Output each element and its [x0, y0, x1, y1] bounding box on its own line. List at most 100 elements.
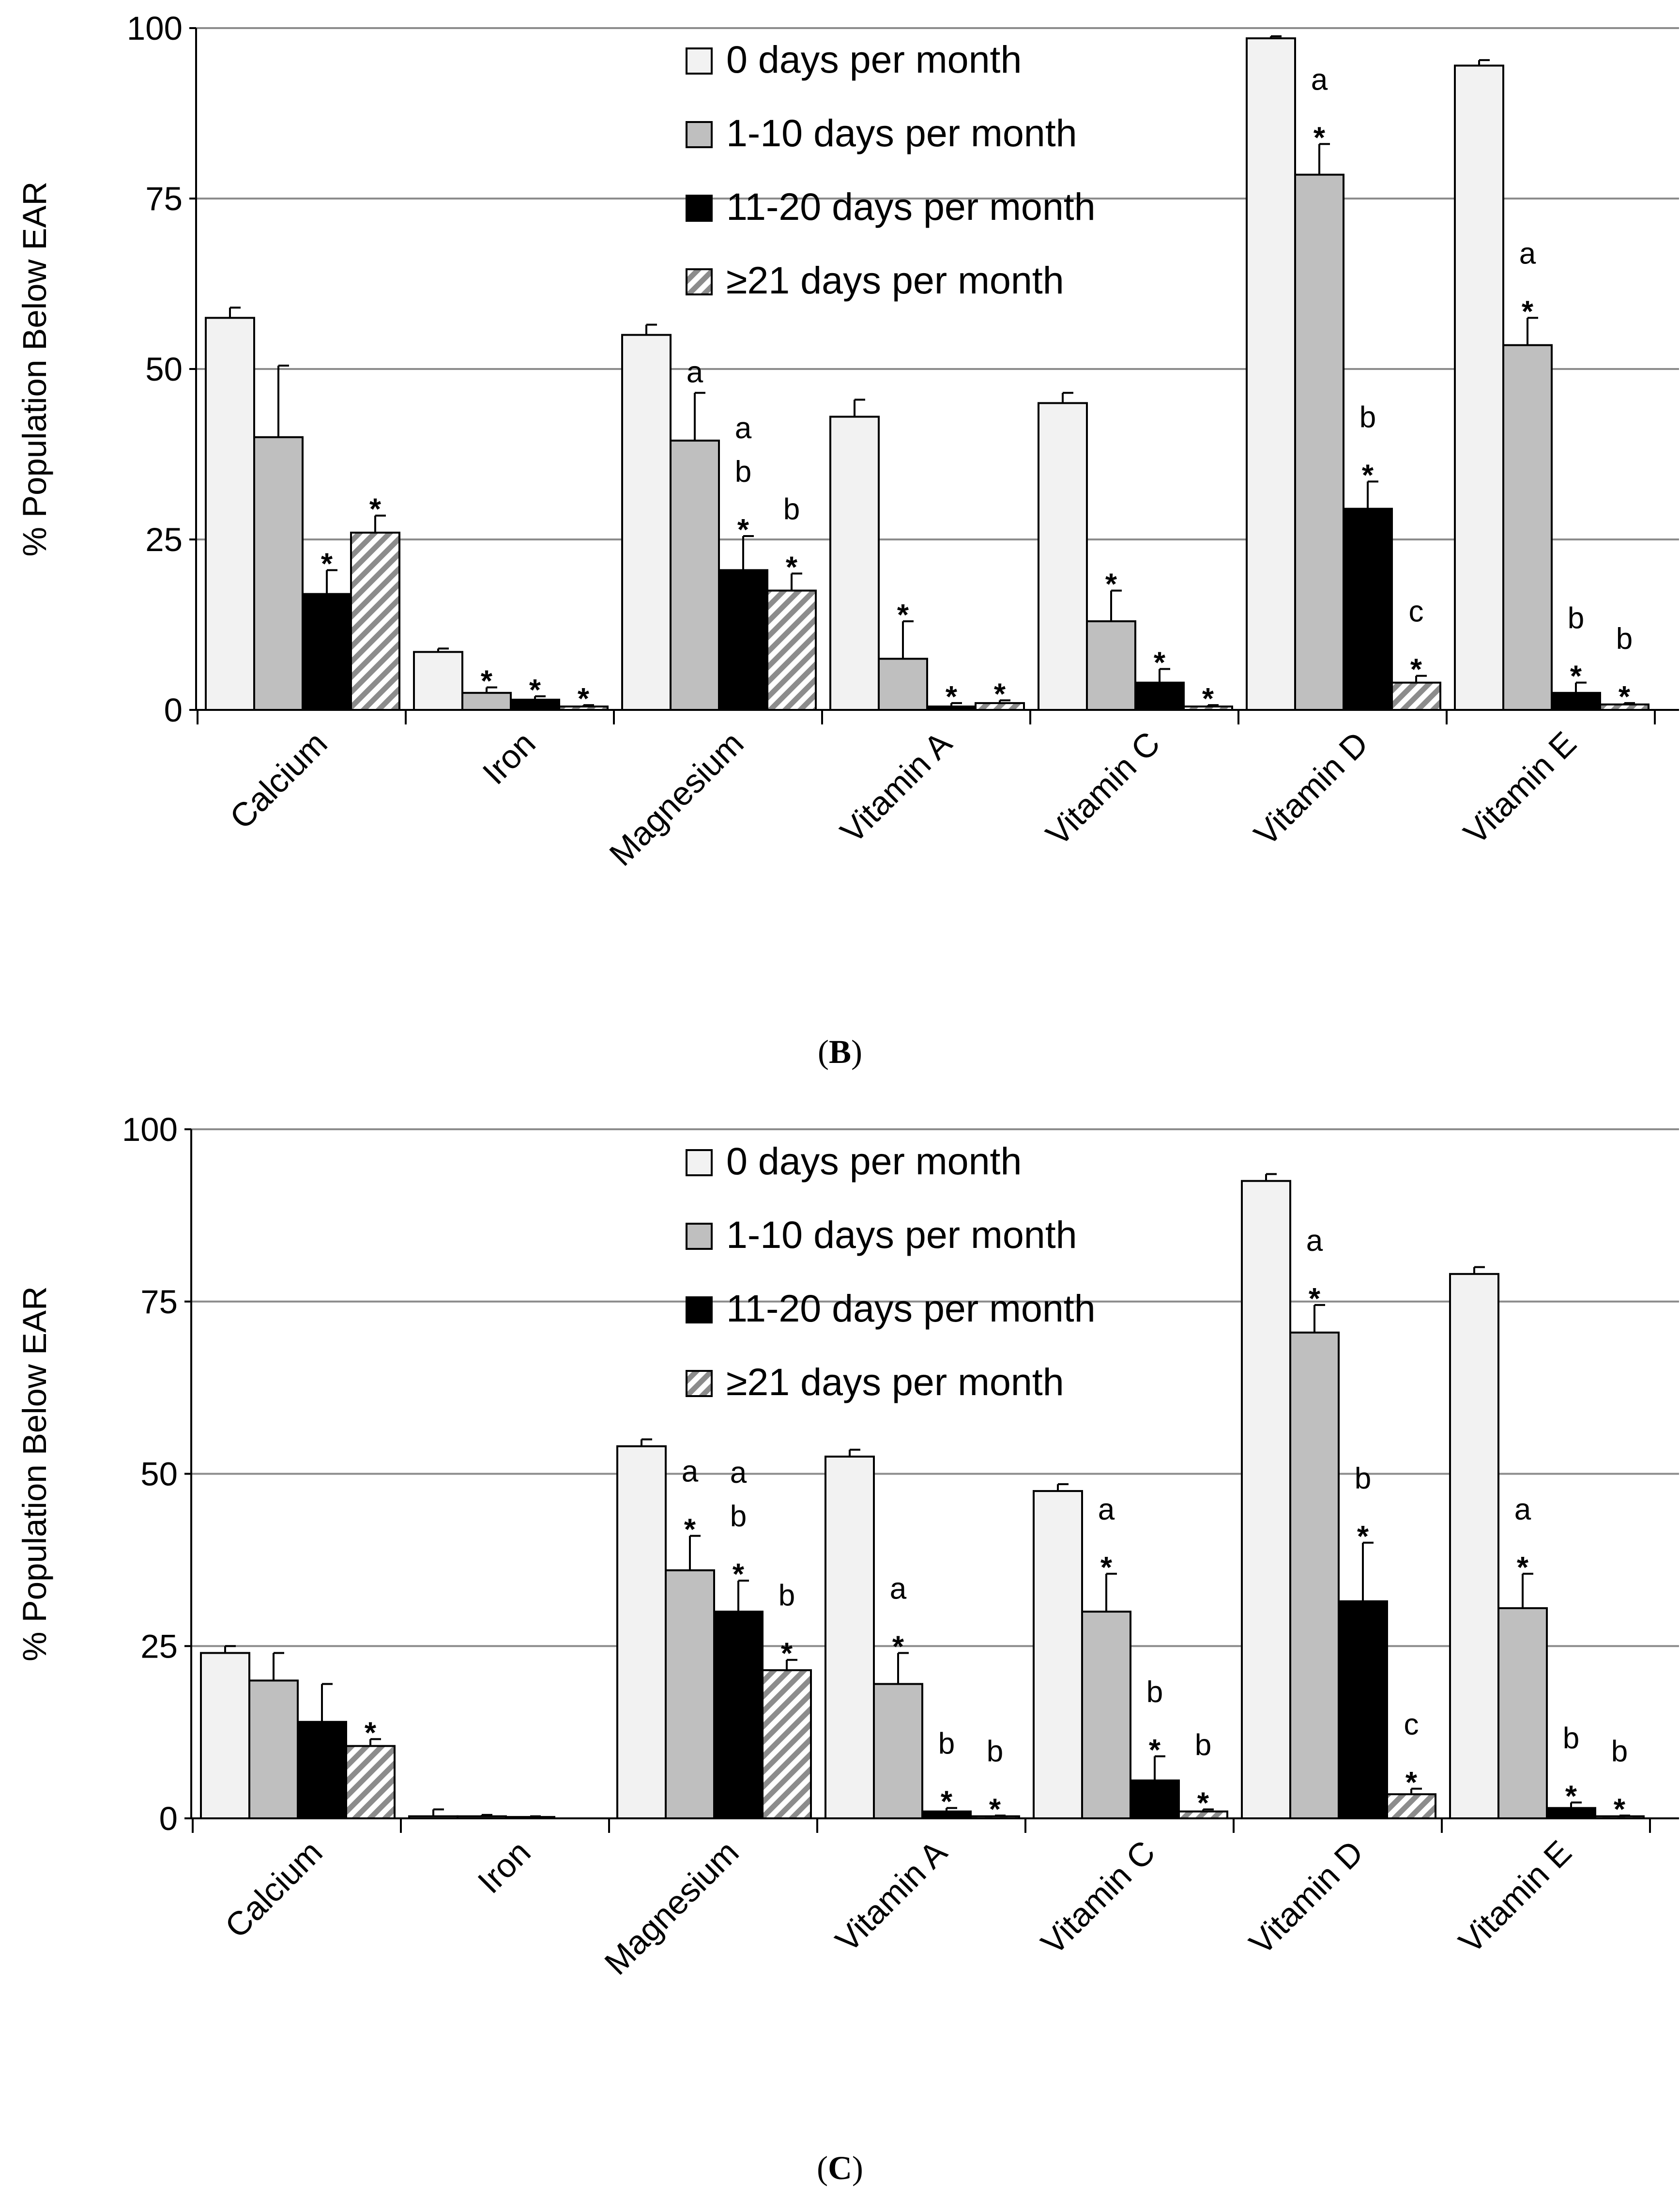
x-category-label: Calcium [218, 1833, 330, 1945]
bar [297, 1721, 347, 1820]
significance-annotation: b [1355, 1462, 1371, 1495]
significance-annotation: * [737, 513, 749, 547]
chart-panel-b: 0 25 50 75 100 % Population Below EAR * * * * * a * b… [16, 10, 1679, 1070]
significance-annotation: a [682, 1455, 699, 1489]
legend-label: 11-20 days per month [726, 185, 1096, 228]
significance-annotation: * [941, 1785, 953, 1819]
bar [713, 1611, 764, 1820]
legend-label: ≥21 days per month [726, 1360, 1064, 1403]
significance-annotation: a [687, 355, 703, 389]
y-tick-label: 75 [140, 1283, 178, 1321]
bar [1391, 681, 1441, 711]
bar [1502, 344, 1553, 711]
bar [1033, 1490, 1083, 1819]
legend-swatch [686, 1223, 713, 1250]
significance-annotation: * [994, 677, 1006, 711]
x-category-label: Vitamin C [1034, 1833, 1162, 1962]
significance-annotation: * [989, 1793, 1001, 1826]
bar [1081, 1611, 1131, 1820]
significance-annotation: b [1195, 1729, 1211, 1762]
significance-annotation: * [892, 1630, 904, 1663]
significance-annotation: b [1146, 1675, 1163, 1709]
significance-annotation: * [1149, 1734, 1161, 1767]
significance-annotation: b [1611, 1735, 1628, 1768]
bar [1294, 173, 1344, 711]
significance-annotation: * [733, 1558, 745, 1591]
y-tick-label: 100 [122, 1111, 178, 1148]
legend-swatch [686, 268, 713, 295]
significance-annotation: * [1614, 1793, 1626, 1826]
bar [1497, 1607, 1548, 1820]
significance-annotation: * [786, 551, 798, 584]
significance-annotation: * [1357, 1520, 1369, 1553]
significance-annotation: * [365, 1716, 377, 1750]
bar [825, 1455, 875, 1820]
legend-label: 0 days per month [726, 1139, 1022, 1183]
significance-annotation: * [1565, 1780, 1577, 1813]
x-category-label: Vitamin E [1456, 724, 1583, 851]
significance-annotation: * [1105, 568, 1117, 601]
significance-annotation: b [730, 1500, 747, 1533]
bar [1551, 692, 1601, 711]
bar [1134, 681, 1185, 711]
significance-annotation: * [1362, 459, 1374, 492]
bar [1454, 64, 1504, 711]
y-tick-label: 0 [159, 1800, 178, 1837]
significance-annotation: b [1563, 1722, 1579, 1755]
bar [345, 1745, 396, 1819]
legend-label: 1-10 days per month [726, 1213, 1077, 1256]
bar [616, 1445, 667, 1820]
panel-label-open: ( [818, 1033, 829, 1070]
y-tick-label: 0 [164, 692, 183, 729]
panel-label-close: ) [852, 2150, 863, 2186]
significance-annotation: b [987, 1735, 1003, 1768]
bar [1289, 1331, 1340, 1819]
significance-annotation: a [890, 1572, 907, 1605]
significance-annotation: * [1154, 646, 1166, 680]
legend-swatch [686, 1296, 713, 1323]
bar [413, 651, 463, 711]
significance-annotation: * [1405, 1766, 1418, 1799]
significance-annotation: * [1570, 660, 1582, 693]
significance-annotation: c [1409, 595, 1424, 629]
legend-swatch [686, 195, 713, 222]
legend-label: 0 days per month [726, 38, 1022, 81]
bar [621, 334, 672, 711]
legend-swatch [686, 1149, 713, 1176]
significance-annotation: * [1197, 1787, 1209, 1820]
significance-annotation: * [897, 599, 909, 632]
bar [1338, 1600, 1388, 1819]
bar [762, 1669, 812, 1819]
significance-annotation: b [783, 492, 800, 526]
panel-label-open: ( [817, 2150, 828, 2186]
y-tick-label: 100 [127, 10, 183, 47]
bar [350, 531, 400, 711]
significance-annotation: b [938, 1727, 955, 1761]
x-category-label: Vitamin C [1039, 724, 1167, 853]
significance-annotation: a [735, 412, 752, 445]
bar [205, 317, 255, 711]
bar [665, 1569, 715, 1819]
significance-annotation: a [1514, 1493, 1531, 1526]
significance-annotation: * [781, 1637, 793, 1671]
significance-annotation: * [1309, 1282, 1321, 1316]
significance-annotation: a [730, 1456, 747, 1490]
significance-annotation: * [481, 665, 493, 698]
x-category-label: Magnesium [602, 724, 751, 873]
x-category-label: Vitamin D [1247, 724, 1375, 853]
y-axis-title: % Population Below EAR [16, 1286, 53, 1661]
significance-annotation: c [1404, 1708, 1419, 1741]
x-category-label: Iron [471, 1833, 538, 1901]
significance-annotation: * [1313, 121, 1326, 154]
panel-label: (B) [818, 1033, 862, 1070]
legend-label: ≥21 days per month [726, 259, 1064, 302]
significance-annotation: b [1568, 602, 1584, 635]
significance-annotation: b [1359, 400, 1376, 434]
bar [873, 1683, 923, 1819]
significance-annotation: * [684, 1513, 696, 1547]
panel-label-close: ) [851, 1033, 862, 1070]
significance-annotation: b [1616, 622, 1633, 656]
bar [1241, 1180, 1291, 1820]
significance-annotation: * [1522, 295, 1534, 328]
